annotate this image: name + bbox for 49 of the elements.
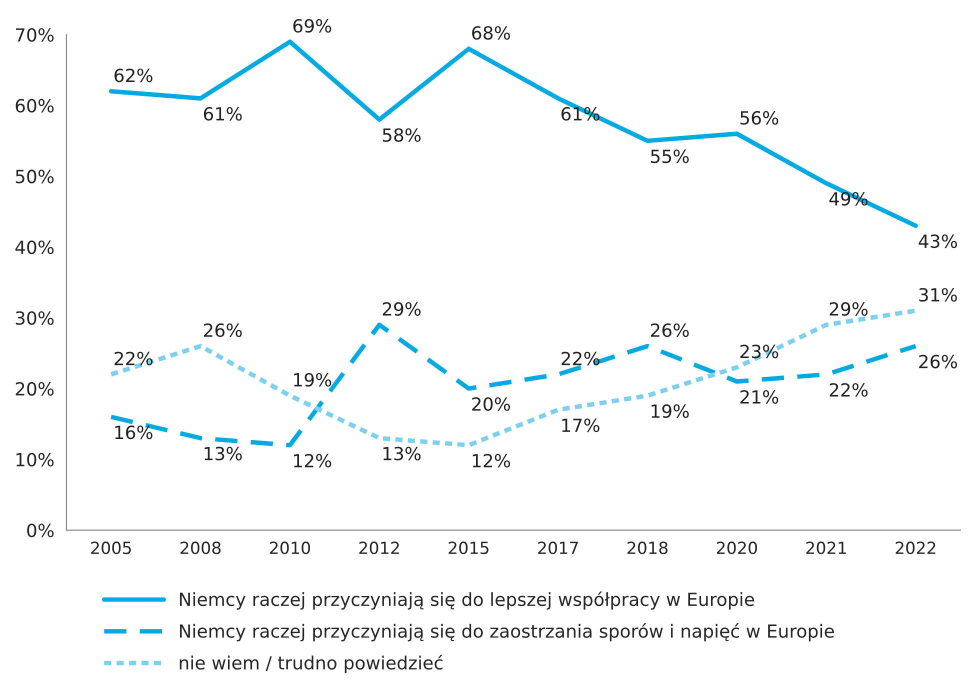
x-tick-label: 2012 xyxy=(359,542,399,554)
data-label: 13% xyxy=(383,446,421,460)
data-label: 62% xyxy=(114,68,152,82)
data-label: 22% xyxy=(830,383,868,397)
x-tick-label: 2020 xyxy=(716,542,758,554)
data-label: 20% xyxy=(472,397,510,411)
data-label: 55% xyxy=(651,149,689,164)
y-tick-label: 40% xyxy=(15,240,54,254)
x-tick-label: 2022 xyxy=(896,542,936,554)
y-tick-label: 70% xyxy=(16,28,54,42)
x-tick-label: 2015 xyxy=(448,542,488,554)
data-label: 58% xyxy=(382,128,421,142)
x-tick-label: 2017 xyxy=(538,542,578,554)
legend-label: nie wiem / trudno powiedzieć xyxy=(180,654,442,674)
data-label: 43% xyxy=(918,234,957,248)
data-label: 16% xyxy=(115,426,152,440)
y-tick-label: 10% xyxy=(16,452,54,466)
data-label: 69% xyxy=(293,19,332,33)
data-label: 19% xyxy=(294,372,332,387)
data-label: 68% xyxy=(472,26,510,40)
data-label: 31% xyxy=(919,288,957,302)
data-label: 19% xyxy=(652,404,689,418)
data-label: 22% xyxy=(114,352,152,366)
x-tick-label: 2018 xyxy=(628,542,668,554)
data-label: 26% xyxy=(204,323,242,338)
y-tick-label: 60% xyxy=(16,98,54,113)
y-tick-label: 30% xyxy=(16,311,54,325)
legend-label: Niemcy raczej przyczyniają się do lepszej współpracy w Europie xyxy=(180,591,754,610)
data-label: 17% xyxy=(562,418,600,432)
data-label: 12% xyxy=(472,454,510,468)
data-label: 21% xyxy=(740,390,778,404)
data-label: 56% xyxy=(740,111,778,125)
data-label: 61% xyxy=(204,107,242,121)
data-label: 26% xyxy=(650,323,689,338)
x-tick-label: 2021 xyxy=(806,542,846,554)
x-tick-label: 2010 xyxy=(270,542,310,554)
data-label: 29% xyxy=(830,302,868,316)
data-label: 26% xyxy=(919,354,957,368)
x-tick-label: 2005 xyxy=(91,542,131,554)
data-label: 13% xyxy=(204,446,242,460)
y-tick-label: 0% xyxy=(27,524,54,538)
data-label: 29% xyxy=(382,302,421,316)
legend-label: Niemcy raczej przyczyniają się do zaostrzania sporów i napięć w Europie xyxy=(180,623,834,642)
line-series xyxy=(108,40,918,228)
y-tick-label: 50% xyxy=(16,170,54,184)
x-tick-label: 2008 xyxy=(180,542,221,554)
data-label: 12% xyxy=(294,454,332,468)
y-tick-label: 20% xyxy=(16,382,54,396)
data-label: 22% xyxy=(562,352,600,366)
